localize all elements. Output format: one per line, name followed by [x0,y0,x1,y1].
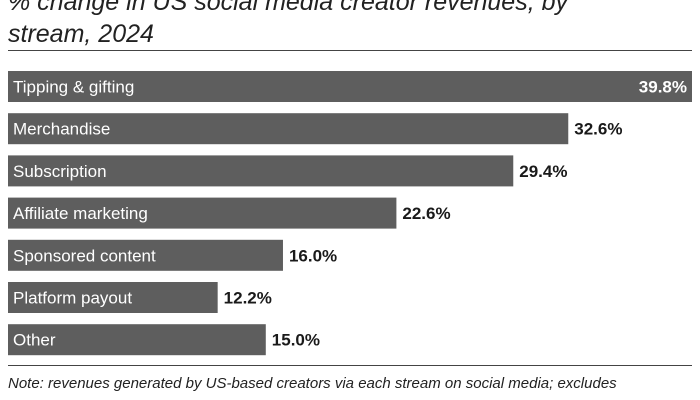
bar-label-sponsored-content: Sponsored content [13,246,156,265]
bar-platform-payout [8,282,218,313]
bar-tipping-and-gifting [8,71,692,102]
bar-label-tipping-and-gifting: Tipping & gifting [13,78,134,97]
bar-subscription [8,155,514,187]
bar-label-merchandise: Merchandise [13,120,110,139]
bar-label-subscription: Subscription [13,162,107,181]
bar-sponsored-content [8,239,283,271]
footnote: Note: revenues generated by US-based cre… [8,375,617,392]
value-label-sponsored-content: 16.0% [289,246,337,265]
bar-label-other: Other [13,331,56,350]
bar-label-platform-payout: Platform payout [13,289,132,308]
value-label-merchandise: 32.6% [574,120,622,139]
bar-other [8,324,266,356]
value-label-tipping-and-gifting: 39.8% [639,78,687,97]
title-divider [8,50,692,51]
bar-merchandise [8,113,569,145]
bar-label-affiliate-marketing: Affiliate marketing [13,204,148,223]
value-label-other: 15.0% [272,331,320,350]
footnote-divider [8,365,692,366]
bar-affiliate-marketing [8,197,397,229]
value-label-subscription: 29.4% [519,162,567,181]
chart-title: % change in US social media creator reve… [8,0,569,48]
value-label-platform-payout: 12.2% [224,289,272,308]
value-label-affiliate-marketing: 22.6% [402,204,450,223]
